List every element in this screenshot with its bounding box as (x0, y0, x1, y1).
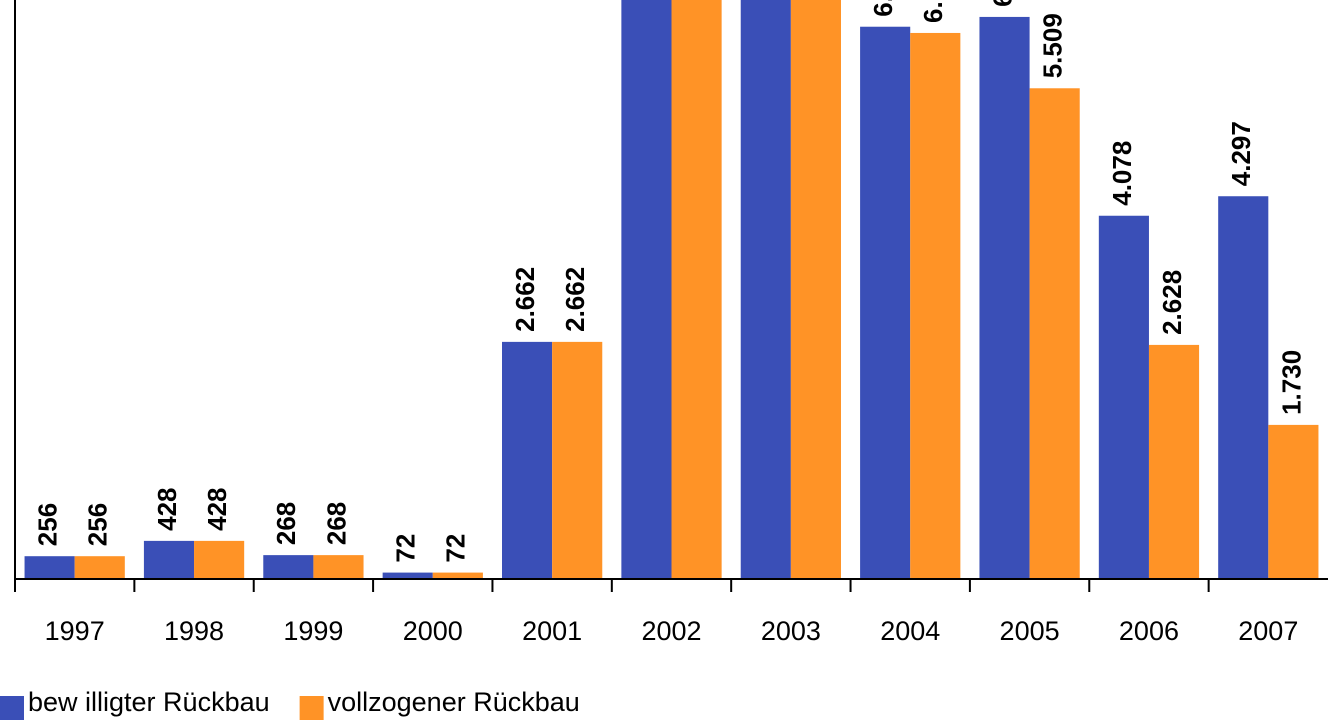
value-label: 5.509 (1038, 13, 1068, 78)
value-label: 428 (202, 487, 232, 530)
legend-swatch (0, 696, 24, 720)
bar (1029, 88, 1080, 579)
bar (1218, 196, 1269, 580)
value-label: 256 (32, 503, 62, 546)
bar (860, 26, 911, 579)
bar (194, 540, 245, 579)
bar (552, 341, 603, 579)
bar (979, 16, 1030, 579)
value-label: 4.078 (1107, 141, 1137, 206)
bar (313, 555, 364, 579)
x-tick-label: 2005 (1000, 616, 1060, 646)
bar (910, 32, 961, 580)
value-label: 6.310 (987, 0, 1017, 7)
value-label: 256 (83, 503, 113, 546)
value-label: 72 (391, 534, 421, 563)
x-tick-label: 1999 (283, 616, 343, 646)
bar (1098, 215, 1149, 579)
legend-label: bew illigter Rückbau (28, 687, 270, 717)
value-label: 268 (271, 502, 301, 545)
x-tick-label: 2006 (1119, 616, 1179, 646)
x-tick-label: 2007 (1238, 616, 1298, 646)
bar (1268, 424, 1319, 579)
x-tick-label: 2001 (522, 616, 582, 646)
value-label: 268 (321, 502, 351, 545)
bar (263, 555, 314, 579)
legend-swatch (299, 696, 324, 720)
x-tick-label: 1998 (164, 616, 224, 646)
value-label: 1.730 (1276, 350, 1306, 415)
value-label: 2.662 (560, 267, 590, 332)
bar (1148, 344, 1200, 579)
bar (74, 556, 125, 579)
value-label: 6.130 (918, 0, 948, 23)
value-label: 72 (441, 534, 471, 563)
bar (143, 540, 195, 579)
bar (790, 0, 841, 580)
x-tick-label: 2002 (641, 616, 701, 646)
value-label: 2.662 (510, 267, 540, 332)
value-label: 4.297 (1226, 121, 1256, 186)
x-tick-label: 2004 (880, 616, 940, 646)
bar (24, 556, 75, 579)
bar (621, 0, 672, 579)
bar (382, 572, 433, 579)
value-label: 6.200 (868, 0, 898, 17)
value-label: 2.628 (1157, 270, 1187, 335)
legend-label: vollzogener Rückbau (328, 687, 580, 717)
bar (432, 572, 483, 579)
x-tick-label: 2003 (761, 616, 821, 646)
bar (740, 0, 791, 579)
x-tick-label: 1997 (45, 616, 105, 646)
bar (502, 341, 553, 579)
x-tick-label: 2000 (403, 616, 463, 646)
value-label: 428 (152, 487, 182, 530)
bar (671, 0, 722, 579)
